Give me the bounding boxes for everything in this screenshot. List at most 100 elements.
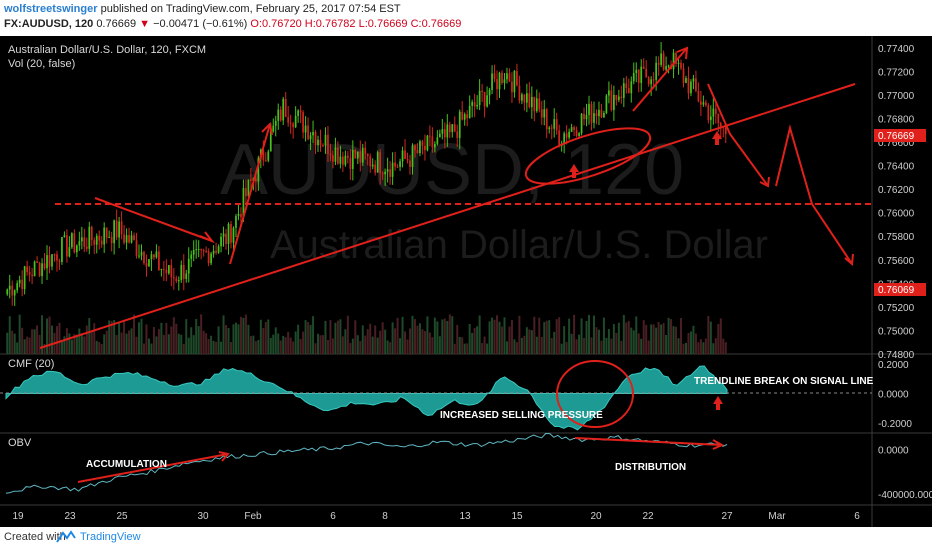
candle-body: [627, 88, 630, 94]
candle-body: [453, 124, 456, 132]
candle-body: [237, 213, 240, 217]
candle-body: [573, 127, 575, 130]
candle-body: [476, 105, 479, 107]
candle-body: [344, 155, 347, 165]
volume-bar: [404, 331, 407, 354]
volume-bar: [416, 325, 419, 354]
time-tick-label: 30: [197, 511, 209, 522]
projection-path-2: [775, 124, 853, 265]
volume-bar: [491, 317, 494, 354]
volume-bar: [580, 318, 583, 354]
volume-bar: [38, 334, 41, 354]
volume-bar: [590, 337, 593, 354]
volume-bar: [123, 320, 126, 354]
volume-bar: [252, 335, 255, 354]
candle-body: [508, 73, 511, 82]
tradingview-brand-link[interactable]: TradingView: [80, 531, 141, 543]
volume-bar: [227, 328, 230, 354]
cmf-axis: 0.2000 0.0000 -0.2000: [878, 360, 912, 430]
candle-body: [580, 113, 583, 134]
volume-bar: [456, 324, 459, 354]
candle-body: [600, 109, 603, 118]
volume-bar: [28, 337, 31, 354]
volume-bar: [195, 318, 198, 354]
volume-bar: [501, 326, 503, 354]
close-value: C:0.76669: [410, 18, 462, 30]
candle-body: [41, 263, 43, 277]
volume-bar: [73, 334, 76, 354]
volume-bar: [264, 322, 267, 354]
volume-bar: [289, 337, 292, 354]
candle-body: [700, 101, 702, 105]
volume-bar: [68, 333, 71, 354]
trendline-break-annotation: TRENDLINE BREAK ON SIGNAL LINE: [694, 376, 874, 387]
candle-body: [712, 108, 715, 117]
volume-bar: [302, 331, 305, 354]
volume-bar: [205, 333, 208, 354]
volume-bar: [675, 326, 678, 354]
volume-bar: [583, 337, 586, 354]
volume-bar: [185, 319, 188, 354]
volume-bar: [602, 317, 605, 354]
volume-bar: [294, 331, 297, 354]
candle-body: [312, 132, 314, 136]
price-tick-label: 0.76000: [878, 209, 915, 220]
volume-bar: [312, 316, 315, 354]
time-tick-label: 27: [721, 511, 733, 522]
candle-body: [640, 66, 643, 83]
candle-body: [215, 250, 217, 253]
volume-bar: [257, 339, 260, 354]
volume-bar: [31, 329, 34, 354]
volume-bar: [160, 322, 163, 354]
volume-bar: [170, 326, 173, 354]
candle-body: [615, 94, 618, 100]
volume-bar: [525, 327, 528, 354]
chart-canvas[interactable]: AUDUSD, 120 Australian Dollar/U.S. Dolla…: [0, 36, 932, 527]
distribution-arrow-head: [712, 439, 725, 450]
candle-body: [687, 78, 690, 94]
candle-body: [692, 78, 695, 82]
candle-body: [155, 251, 158, 258]
volume-bar: [110, 321, 113, 354]
volume-bar: [197, 326, 200, 354]
volume-bar: [433, 317, 436, 354]
volume-bar: [16, 342, 19, 354]
volume-bar: [180, 334, 183, 354]
volume-bar: [247, 324, 250, 354]
volume-bar: [689, 331, 692, 354]
volume-bar: [269, 337, 272, 354]
candle-body: [339, 156, 342, 164]
tradingview-logo-icon: [56, 530, 76, 543]
candle-body: [73, 233, 76, 253]
volume-bar: [677, 338, 680, 354]
volume-bar: [341, 336, 344, 354]
quote-line: FX:AUDUSD, 120 0.76669 ▼ −0.00471 (−0.61…: [4, 18, 461, 30]
candle-body: [140, 251, 143, 256]
time-axis[interactable]: 19 23 25 30 Feb 6 8 13 15 20 22 27 Mar 6: [12, 511, 860, 522]
candle-body: [56, 254, 58, 261]
volume-bar: [702, 342, 705, 354]
candle-body: [307, 125, 309, 140]
volume-bar: [461, 337, 464, 354]
candle-body: [404, 150, 406, 160]
candle-body: [650, 79, 653, 85]
volume-bar: [21, 327, 24, 354]
candle-body: [90, 226, 93, 241]
volume-bar: [6, 332, 9, 354]
candle-body: [565, 133, 568, 138]
candle-body: [80, 237, 83, 242]
candle-body: [620, 96, 623, 98]
candle-body: [356, 151, 359, 159]
retest-circle: [524, 127, 652, 185]
price-tick-label: 0.76400: [878, 162, 915, 173]
candle-body: [516, 70, 518, 86]
candle-body: [458, 111, 461, 138]
candle-body: [177, 279, 180, 282]
author-link[interactable]: wolfstreetswinger: [4, 3, 98, 15]
volume-bar: [563, 326, 566, 354]
candle-body: [21, 279, 24, 290]
candle-body: [332, 155, 334, 162]
candle-body: [545, 109, 548, 129]
candle-body: [555, 119, 558, 131]
volume-bar: [548, 320, 551, 354]
